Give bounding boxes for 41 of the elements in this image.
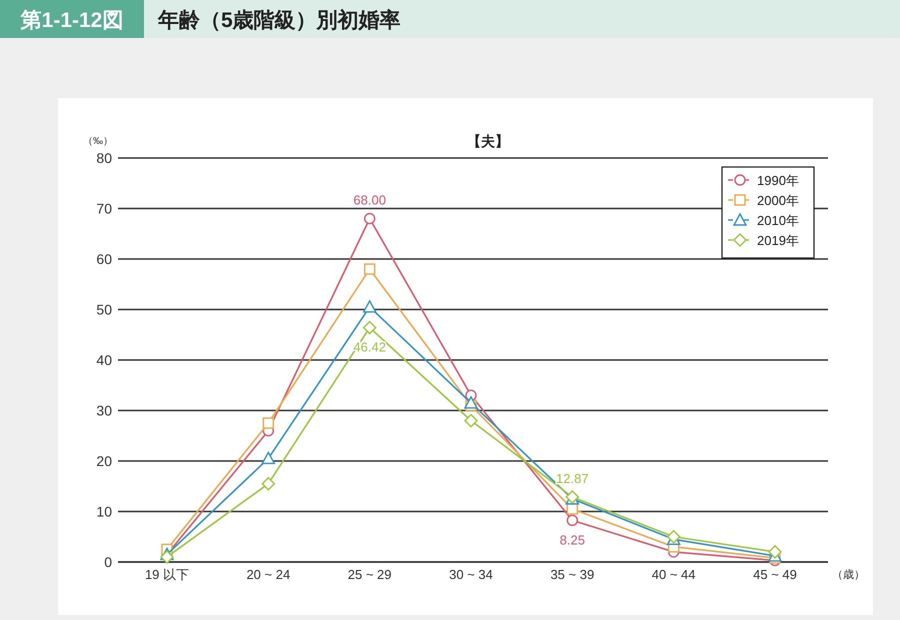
y-tick-label: 10: [96, 504, 112, 520]
y-tick-label: 30: [96, 402, 112, 418]
chart-title: 年齢（5歳階級）別初婚率: [157, 8, 401, 32]
y-tick-label: 0: [104, 554, 112, 570]
point: [464, 414, 478, 428]
y-tick-label: 70: [96, 200, 112, 216]
y-tick-label: 40: [96, 352, 112, 368]
y-tick-label: 20: [96, 453, 112, 469]
legend-label: 2010年: [757, 213, 799, 228]
x-tick-label: 25 ~ 29: [348, 567, 392, 582]
x-tick-label: 45 ~ 49: [753, 567, 797, 582]
point: [768, 545, 782, 559]
point: [262, 452, 276, 464]
y-tick-label: 50: [96, 302, 112, 318]
x-tick-label: 35 ~ 39: [550, 567, 594, 582]
x-axis-title: （歳）: [832, 568, 865, 581]
point: [160, 550, 174, 564]
point: [262, 477, 276, 490]
annotation: 12.87: [556, 471, 589, 486]
x-tick-label: 40 ~ 44: [652, 567, 696, 582]
point: [362, 320, 376, 334]
x-tick-label: 20 ~ 24: [246, 567, 290, 582]
point: [262, 417, 274, 429]
point: [364, 263, 376, 275]
x-tick-label: 30 ~ 34: [449, 567, 493, 582]
annotation: 8.25: [560, 532, 585, 548]
point: [566, 514, 578, 526]
legend-label: 1990年: [757, 173, 799, 188]
point: [364, 212, 376, 224]
point: [566, 503, 578, 515]
y-tick-label: 80: [96, 150, 112, 166]
point: [464, 396, 478, 409]
y-axis-title: （‰）: [83, 136, 113, 147]
legend-label: 2000年: [757, 193, 799, 208]
x-tick-label: 19 以下: [144, 567, 190, 582]
chart-subtitle: 【夫】: [467, 133, 509, 149]
text: 第1-1-12図: [20, 9, 124, 32]
annotation: 68.00: [353, 192, 386, 208]
y-tick-label: 60: [96, 251, 112, 267]
legend-label: 2019年: [757, 233, 799, 248]
point: [362, 300, 376, 313]
